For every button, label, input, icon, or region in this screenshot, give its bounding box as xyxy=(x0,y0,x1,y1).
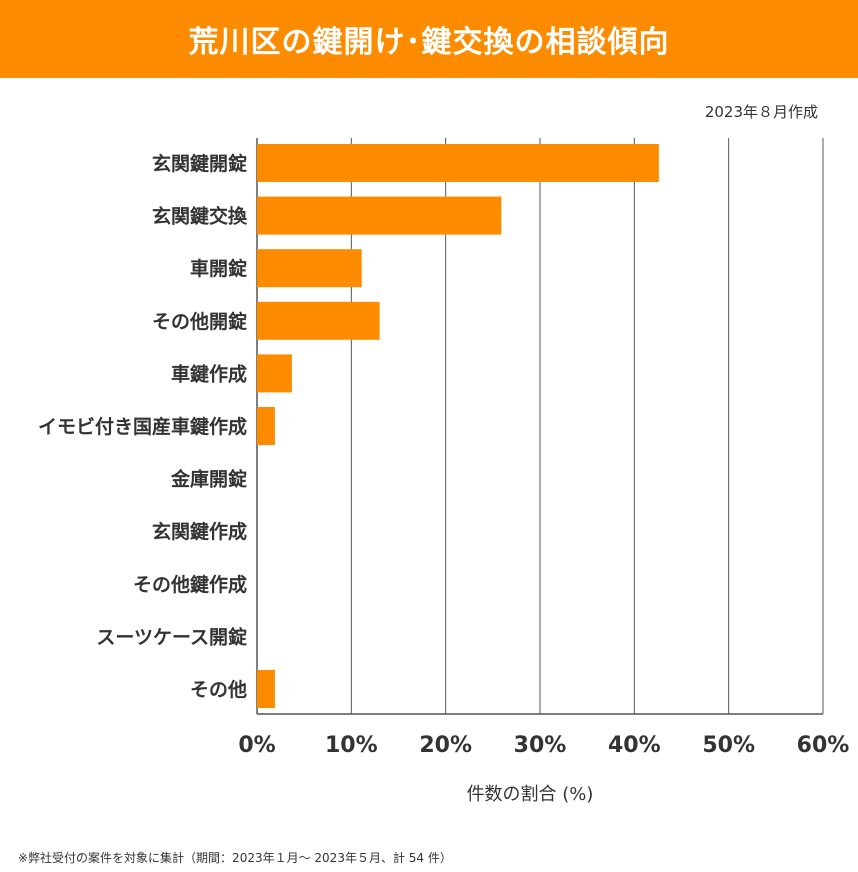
date-note: 2023年８月作成 xyxy=(704,103,818,121)
x-tick-label: 40% xyxy=(608,733,661,758)
category-label: 玄関鍵作成 xyxy=(152,520,247,543)
category-label: その他 xyxy=(190,678,247,701)
x-tick-label: 10% xyxy=(325,733,378,758)
x-tick-label: 20% xyxy=(419,733,472,758)
category-label: イモビ付き国産車鍵作成 xyxy=(38,415,247,438)
x-tick-label: 0% xyxy=(238,733,275,758)
bar xyxy=(257,144,659,182)
x-tick-label: 60% xyxy=(797,733,850,758)
bar xyxy=(257,407,275,445)
bar xyxy=(257,354,292,393)
bar xyxy=(257,196,502,235)
x-tick-label: 50% xyxy=(702,733,755,758)
bar xyxy=(257,249,362,288)
category-label: 車鍵作成 xyxy=(171,362,247,385)
category-label: 車開錠 xyxy=(190,257,247,280)
category-label: その他鍵作成 xyxy=(133,573,247,596)
category-label: 金庫開錠 xyxy=(170,468,247,491)
footnote: ※弊社受付の案件を対象に集計（期間：2023年１月～ 2023年５月、計 54 … xyxy=(18,851,452,865)
category-label: 玄関鍵開錠 xyxy=(152,152,247,175)
category-label: スーツケース開錠 xyxy=(96,625,247,648)
header-banner: 荒川区の鍵開け･鍵交換の相談傾向 xyxy=(0,0,858,78)
category-label: 玄関鍵交換 xyxy=(152,205,248,228)
x-axis-label: 件数の割合 (%) xyxy=(466,784,594,805)
bar xyxy=(257,301,380,340)
x-tick-label: 30% xyxy=(514,733,567,758)
page-title: 荒川区の鍵開け･鍵交換の相談傾向 xyxy=(188,25,670,60)
category-label: その他開錠 xyxy=(152,310,247,333)
bar xyxy=(257,670,275,708)
